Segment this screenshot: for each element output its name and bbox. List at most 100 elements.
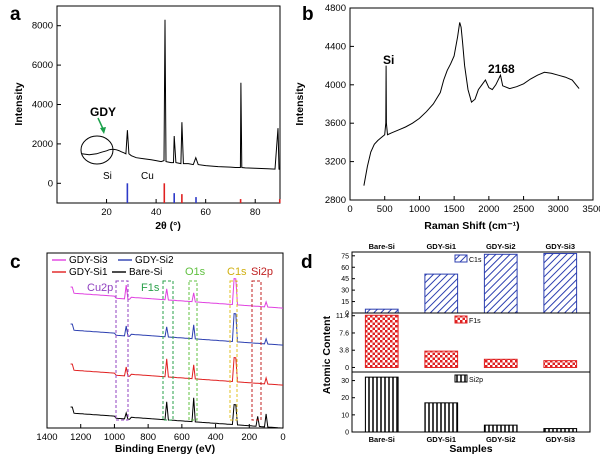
a-xtick-label-3: 80	[250, 207, 261, 218]
d-f1s-bar-3	[543, 360, 578, 368]
c-xtick-label-5: 400	[208, 432, 224, 443]
d-si2p-legend-label: Si2p	[469, 377, 483, 384]
f1s-label: F1s	[141, 282, 160, 294]
d-c1s-ytick-label-4: 60	[341, 265, 349, 272]
d-top-category-0: Bare-Si	[369, 242, 395, 251]
b-xtick-label-7: 3500	[582, 204, 600, 215]
panel-b-frame	[349, 7, 594, 201]
panel-a-xlabel: 2θ (°)	[155, 220, 181, 232]
a-xtick-label-2: 60	[200, 207, 211, 218]
a-xrd-pattern	[81, 19, 281, 170]
a-xtick-label-0: 20	[101, 207, 112, 218]
d-c1s-bar-0	[364, 308, 399, 314]
c-xtick-label-0: 1400	[36, 432, 57, 443]
si-raman-label: Si	[383, 53, 394, 67]
cu-ref-label: Cu	[141, 171, 154, 182]
d-f1s-ytick-label-1: 3.8	[339, 348, 349, 355]
gdy-arrow-head	[100, 127, 106, 134]
si2p-region-box	[251, 280, 262, 421]
panel-d-xlabel: Samples	[449, 443, 492, 455]
c-xtick-label-7: 0	[280, 432, 285, 443]
d-top-category-3: GDY-Si3	[545, 242, 575, 251]
c-spectrum-bare-si	[70, 397, 284, 429]
panel-b-ylabel: Intensity	[294, 82, 306, 125]
d-c1s-ytick-label-2: 30	[341, 288, 349, 295]
d-bottom-category-1: GDY-Si1	[426, 435, 456, 444]
si-ref-label: Si	[103, 171, 112, 182]
panel-b: b 0 500 1000 1500 2000 2500 3000 3500 2800 3200 36…	[294, 3, 600, 232]
d-si2p-bar-2	[483, 424, 518, 433]
d-bottom-category-3: GDY-Si3	[545, 435, 575, 444]
d-c1s-ytick-label-3: 45	[341, 276, 349, 283]
panel-c-legend: GDY-Si3 GDY-Si2 GDY-Si1 Bare-Si	[52, 255, 174, 278]
o1s-label: O1s	[185, 266, 206, 278]
d-f1s-bar-0	[364, 314, 399, 368]
gdy-label: GDY	[90, 105, 116, 119]
c-spectrum-gdy-si1	[70, 357, 284, 386]
d-f1s-legend-label: F1s	[469, 318, 481, 325]
peak-2168-label: 2168	[488, 62, 515, 76]
d-c1s-legend-swatch	[454, 254, 468, 263]
d-f1s-legend-swatch	[454, 315, 468, 324]
a-ytick-label-0: 0	[48, 178, 53, 189]
b-ytick-label-2: 3600	[325, 118, 346, 129]
d-f1s-bar-2	[483, 358, 518, 368]
d-f1s-ytick-label-0: 0	[345, 365, 349, 372]
d-si2p-bar-1	[424, 402, 459, 433]
d-c1s-ytick-label-1: 15	[341, 299, 349, 306]
panel-a-ylabel: Intensity	[13, 82, 25, 125]
d-top-category-1: GDY-Si1	[426, 242, 456, 251]
b-xtick-label-4: 2000	[478, 204, 499, 215]
a-ytick-label-3: 6000	[32, 60, 53, 71]
panel-d-letter: d	[301, 252, 313, 273]
d-subplot-frame-2	[351, 371, 591, 433]
cu2p-label: Cu2p	[87, 282, 113, 294]
c-xtick-label-3: 800	[140, 432, 156, 443]
b-xtick-label-1: 500	[377, 204, 393, 215]
b-xtick-label-6: 3000	[548, 204, 569, 215]
d-si2p-ytick-label-1: 10	[341, 412, 349, 419]
d-bottom-category-2: GDY-Si2	[486, 435, 516, 444]
b-ytick-label-1: 3200	[325, 157, 346, 168]
panel-c-letter: c	[10, 252, 21, 273]
c-xtick-label-2: 1000	[104, 432, 125, 443]
b-ytick-label-0: 2800	[325, 195, 346, 206]
o1s-region-box	[188, 280, 198, 421]
legend-gdy-si3: GDY-Si3	[69, 255, 108, 266]
d-si2p-legend-swatch	[454, 374, 468, 383]
panel-d-ylabel: Atomic Content	[321, 315, 333, 394]
d-si2p-ytick-label-2: 20	[341, 395, 349, 402]
a-xtick-label-1: 40	[151, 207, 162, 218]
b-ytick-label-4: 4400	[325, 41, 346, 52]
d-f1s-ytick-label-3: 11.4	[336, 313, 349, 320]
d-f1s-ytick-label-2: 7.6	[339, 330, 349, 337]
d-bottom-category-0: Bare-Si	[369, 435, 395, 444]
c-spectrum-gdy-si3	[70, 278, 284, 309]
d-f1s-bar-1	[424, 350, 459, 368]
panel-a: a 20 40 60 80 0 2000 4000 6000 8000 Intensity 2θ…	[10, 4, 281, 232]
d-si2p-ytick-label-3: 30	[341, 378, 349, 385]
b-xtick-label-3: 1500	[444, 204, 465, 215]
d-c1s-ytick-label-5: 75	[341, 253, 349, 260]
c-xtick-label-6: 200	[241, 432, 257, 443]
b-xtick-label-0: 0	[347, 204, 352, 215]
d-c1s-bar-1	[424, 273, 459, 314]
b-xtick-label-2: 1000	[409, 204, 430, 215]
d-top-category-2: GDY-Si2	[486, 242, 516, 251]
a-ytick-label-4: 8000	[32, 21, 53, 32]
f1s-region-box	[162, 280, 174, 421]
panel-d: d Bare-Si Bare-Si GDY-Si1 GDY-Si1 GDY-Si2 GDY…	[301, 242, 591, 455]
d-si2p-bar-3	[543, 428, 578, 433]
d-c1s-legend-label: C1s	[469, 257, 482, 264]
b-raman-spectrum	[363, 22, 580, 186]
gdy-circle-marker	[80, 135, 114, 165]
legend-bare-si: Bare-Si	[129, 267, 162, 278]
c-xtick-label-4: 600	[174, 432, 190, 443]
c1s-region-box	[229, 280, 238, 421]
b-xtick-label-5: 2500	[513, 204, 534, 215]
legend-gdy-si1: GDY-Si1	[69, 267, 108, 278]
a-ytick-label-2: 4000	[32, 100, 53, 111]
panel-c-frame	[46, 252, 284, 429]
b-ytick-label-3: 4000	[325, 80, 346, 91]
